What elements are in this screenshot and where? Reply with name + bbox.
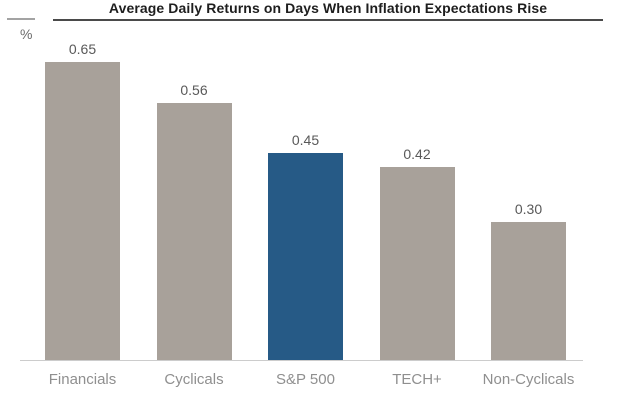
x-axis-label-cyclicals: Cyclicals [164,371,224,388]
bar-non-cyclicals [491,222,566,360]
x-axis-label-non-cyclicals: Non-Cyclicals [482,371,575,388]
bar-value-label-cyclicals: 0.56 [180,82,208,98]
y-axis-unit-label: % [20,26,33,42]
bar-financials [45,62,120,360]
x-axis-label-s-p-500: S&P 500 [276,371,335,388]
x-axis-baseline [20,360,583,361]
bar-cyclicals [156,103,232,360]
bar-group-cyclicals: 0.56 Cyclicals [156,30,232,388]
x-axis-label-tech: TECH+ [392,371,442,388]
bar-s-p-500 [268,153,343,360]
bar-value-label-tech: 0.42 [403,146,431,162]
unit-tick-line [7,18,35,20]
bar-group-financials: 0.65 Financials [45,30,120,388]
bar-group-s-p-500: 0.45 S&P 500 [268,30,343,388]
plot-area: 0.65 Financials 0.56 Cyclicals 0.45 S&P 500 0.… [45,30,575,388]
chart-title: Average Daily Returns on Days When Infla… [108,0,548,16]
chart-header: Average Daily Returns on Days When Infla… [53,1,603,21]
bar-group-tech: 0.42 TECH+ [379,30,455,388]
bar-tech [379,167,455,360]
bar-value-label-s-p-500: 0.45 [291,132,320,148]
bar-group-non-cyclicals: 0.30 Non-Cyclicals [483,30,575,388]
bar-value-label-financials: 0.65 [68,41,97,57]
x-axis-label-financials: Financials [48,371,117,388]
bar-value-label-non-cyclicals: 0.30 [514,201,543,217]
